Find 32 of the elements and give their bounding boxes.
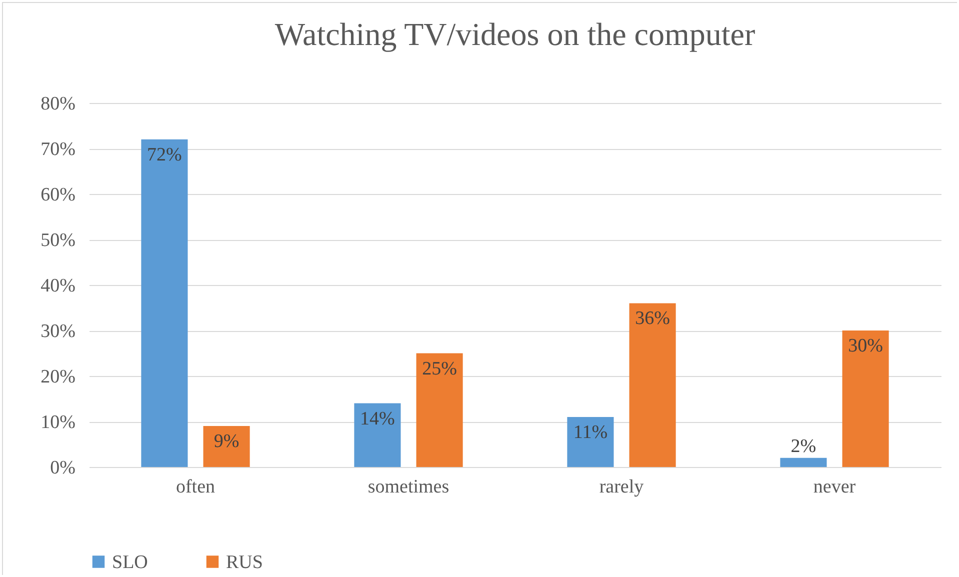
x-tick-label: often xyxy=(176,476,216,498)
y-tick-label: 70% xyxy=(40,139,76,160)
x-tick-label: rarely xyxy=(599,476,644,498)
x-tick-label: sometimes xyxy=(368,476,450,498)
data-label: 14% xyxy=(360,408,396,430)
bar xyxy=(416,353,463,467)
y-tick-label: 30% xyxy=(40,321,76,342)
bar xyxy=(842,330,889,467)
bar xyxy=(629,303,676,467)
y-tick-label: 40% xyxy=(40,276,76,296)
x-tick-label: never xyxy=(813,476,856,498)
data-label: 25% xyxy=(422,358,458,380)
bar xyxy=(780,458,827,467)
data-label: 72% xyxy=(147,144,182,166)
bar xyxy=(203,426,250,467)
chart-title: Watching TV/videos on the computer xyxy=(274,16,756,52)
data-label: 11% xyxy=(573,422,608,443)
bar xyxy=(141,139,188,467)
bar xyxy=(567,416,614,467)
y-tick-label: 0% xyxy=(50,458,76,478)
y-tick-label: 20% xyxy=(40,366,76,388)
y-tick-label: 10% xyxy=(40,412,76,433)
data-label: 2% xyxy=(790,436,816,457)
data-label: 9% xyxy=(214,431,240,452)
y-tick-label: 60% xyxy=(40,184,76,206)
data-label: 36% xyxy=(635,308,670,330)
y-tick-label: 50% xyxy=(40,230,76,251)
legend-label: RUS xyxy=(226,552,263,573)
bar xyxy=(354,403,401,467)
data-label: 30% xyxy=(848,336,884,356)
legend-label: SLO xyxy=(112,552,148,573)
y-tick-label: 80% xyxy=(40,94,76,114)
